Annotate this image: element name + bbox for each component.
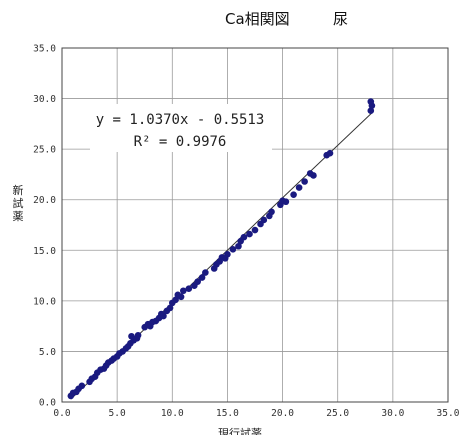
data-point (326, 149, 334, 157)
y-axis-label-char: 新 (13, 183, 24, 197)
y-axis-label-char: 試 (13, 196, 24, 210)
data-points (67, 98, 376, 400)
x-tick-label: 35.0 (437, 408, 460, 419)
y-tick-label: 25.0 (33, 145, 56, 156)
y-tick-label: 10.0 (33, 296, 56, 307)
data-point (367, 107, 375, 115)
data-point (367, 98, 375, 105)
x-tick-label: 25.0 (326, 408, 349, 419)
chart-subtitle: 尿 (333, 10, 348, 28)
data-point (202, 269, 209, 276)
data-point (301, 178, 308, 185)
data-point (198, 274, 206, 281)
y-tick-label: 30.0 (33, 94, 56, 105)
x-axis-label: 現行試薬 (218, 426, 262, 435)
data-point (180, 287, 187, 295)
plot-area (61, 47, 449, 403)
data-point (295, 184, 303, 191)
y-axis-label: 新試薬 (13, 183, 24, 223)
y-tick-label: 20.0 (33, 195, 56, 206)
x-tick-label: 10.0 (161, 408, 184, 419)
y-tick-label: 35.0 (33, 44, 56, 55)
data-point (282, 198, 290, 206)
y-tick-label: 5.0 (39, 347, 56, 358)
data-point (229, 245, 237, 253)
data-point (260, 216, 268, 224)
data-point (246, 230, 253, 238)
data-point (172, 296, 179, 304)
data-point (166, 304, 174, 312)
data-point (134, 331, 142, 339)
data-point (310, 172, 317, 179)
x-tick-label: 15.0 (216, 408, 239, 419)
y-tick-label: 15.0 (33, 246, 56, 257)
equation-box (90, 104, 272, 152)
y-axis-ticks: 0.0 5.0 10.0 15.0 20.0 25.0 30.0 35.0 (33, 44, 56, 409)
y-axis-label-char: 薬 (13, 210, 24, 223)
data-point (235, 242, 242, 250)
x-tick-label: 30.0 (381, 408, 404, 419)
data-point (78, 382, 86, 390)
data-point (194, 278, 201, 285)
x-tick-label: 5.0 (109, 408, 126, 419)
data-point (128, 332, 135, 340)
data-point (268, 208, 275, 216)
data-point (177, 293, 185, 301)
x-tick-label: 0.0 (53, 408, 70, 419)
y-tick-label: 0.0 (39, 398, 56, 409)
data-point (290, 191, 297, 198)
data-point (160, 312, 167, 320)
data-point (240, 233, 248, 241)
data-point (251, 226, 259, 234)
x-axis-ticks: 0.0 5.0 10.0 15.0 20.0 25.0 30.0 35.0 (53, 408, 459, 419)
chart-title: Ca相関図 (225, 10, 290, 28)
r-squared: R² = 0.9976 (134, 134, 227, 150)
regression-equation: y = 1.0370x - 0.5513 (96, 112, 265, 128)
data-point (224, 251, 231, 258)
data-point (185, 285, 193, 293)
x-tick-label: 20.0 (271, 408, 294, 419)
